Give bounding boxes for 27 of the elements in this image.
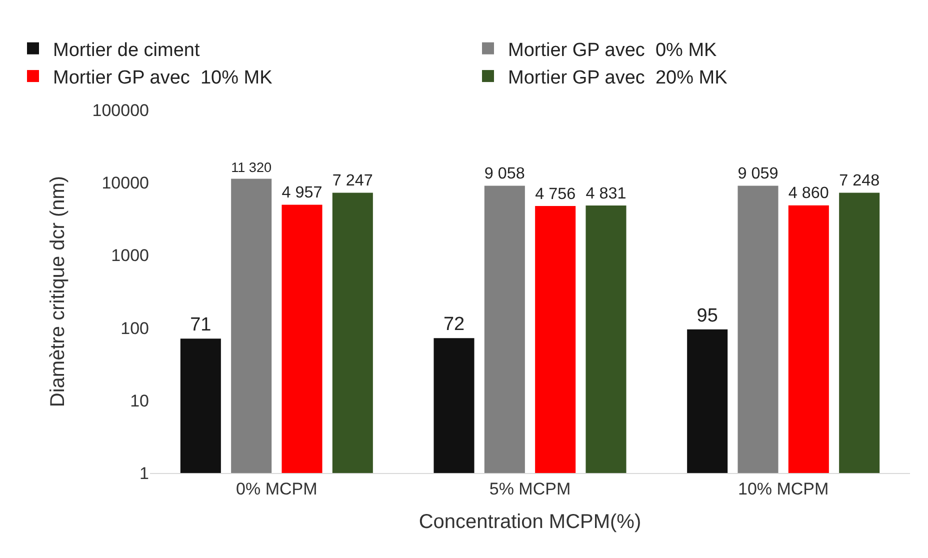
y-tick-label: 1 bbox=[140, 464, 149, 483]
x-tick-label: 5% MCPM bbox=[489, 479, 571, 498]
y-axis-title: Diamètre critique dcr (nm) bbox=[46, 176, 69, 408]
data-label: 7 247 bbox=[332, 171, 373, 190]
y-tick-label: 1000 bbox=[111, 246, 149, 266]
data-label: 71 bbox=[190, 314, 212, 336]
legend-label: Mortier de ciment bbox=[53, 40, 200, 61]
data-label: 9 058 bbox=[484, 164, 525, 182]
x-tick-label: 10% MCPM bbox=[738, 479, 829, 498]
data-label: 95 bbox=[696, 305, 718, 326]
data-label: 11 320 bbox=[231, 160, 272, 176]
data-label: 4 860 bbox=[788, 184, 829, 202]
data-label: 4 756 bbox=[535, 184, 576, 203]
y-tick-label: 100000 bbox=[92, 100, 149, 120]
x-axis-title: Concentration MCPM(%) bbox=[418, 510, 642, 533]
y-tick-label: 10 bbox=[130, 391, 149, 410]
data-label: 4 957 bbox=[282, 183, 322, 202]
x-tick-label: 0% MCPM bbox=[236, 479, 318, 498]
data-label: 4 831 bbox=[586, 184, 626, 202]
legend-label: Mortier GP avec 0% MK bbox=[508, 40, 718, 61]
legend-label: Mortier GP avec 20% MK bbox=[508, 67, 728, 88]
data-label: 7 248 bbox=[839, 171, 880, 190]
legend-label: Mortier GP avec 10% MK bbox=[53, 67, 273, 88]
y-tick-label: 10000 bbox=[102, 174, 149, 193]
y-tick-label: 100 bbox=[120, 318, 149, 338]
data-label: 72 bbox=[443, 314, 465, 336]
data-label: 9 059 bbox=[738, 164, 778, 182]
